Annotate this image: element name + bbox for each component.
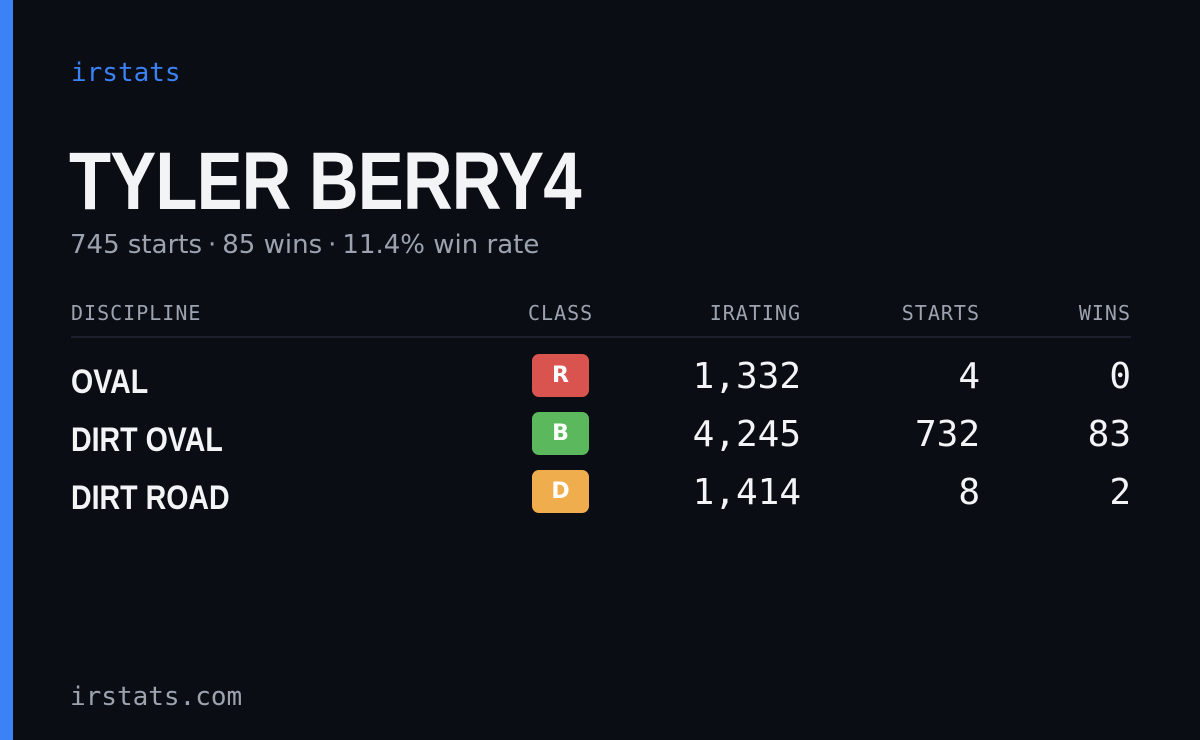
class-badge: B [532,412,589,455]
table-row: DIRT OVAL B 4,245 732 83 [71,412,1131,470]
row-wins: 83 [1087,414,1131,455]
discipline-stats-table: DISCIPLINE CLASS IRATING STARTS WINS OVA… [71,296,1131,517]
row-irating: 1,414 [692,472,801,513]
table-header-row: DISCIPLINE CLASS IRATING STARTS WINS [71,296,1131,338]
row-starts: 8 [958,472,980,513]
summary-separator: · [208,230,217,260]
table-body: OVAL R 1,332 4 0 DIRT OVAL B 4,245 732 8… [71,354,1131,528]
header-starts: STARTS [901,301,980,325]
row-starts: 732 [914,414,980,455]
summary-separator: · [328,230,337,260]
driver-summary: 745 starts · 85 wins · 11.4% win rate [70,228,539,262]
row-irating: 4,245 [692,414,801,455]
class-badge: R [532,354,589,397]
row-wins: 2 [1109,472,1131,513]
header-discipline: DISCIPLINE [71,301,202,325]
row-discipline: DIRT OVAL [71,421,223,459]
class-badge: D [532,470,589,513]
header-wins: WINS [1078,301,1131,325]
header-irating: IRATING [709,301,801,325]
driver-name: TYLER BERRY4 [69,136,582,227]
summary-win-rate: 11.4% win rate [342,230,540,260]
summary-starts: 745 starts [70,230,202,260]
brand-logo-text[interactable]: irstats [71,58,181,88]
header-class: CLASS [528,301,594,325]
row-discipline: OVAL [71,363,149,401]
accent-bar [0,0,13,740]
row-discipline: DIRT ROAD [71,479,230,517]
summary-wins: 85 wins [222,230,323,260]
table-row: OVAL R 1,332 4 0 [71,354,1131,412]
row-starts: 4 [958,356,980,397]
row-irating: 1,332 [692,356,801,397]
footer-domain-link[interactable]: irstats.com [70,682,243,712]
table-row: DIRT ROAD D 1,414 8 2 [71,470,1131,528]
row-wins: 0 [1109,356,1131,397]
